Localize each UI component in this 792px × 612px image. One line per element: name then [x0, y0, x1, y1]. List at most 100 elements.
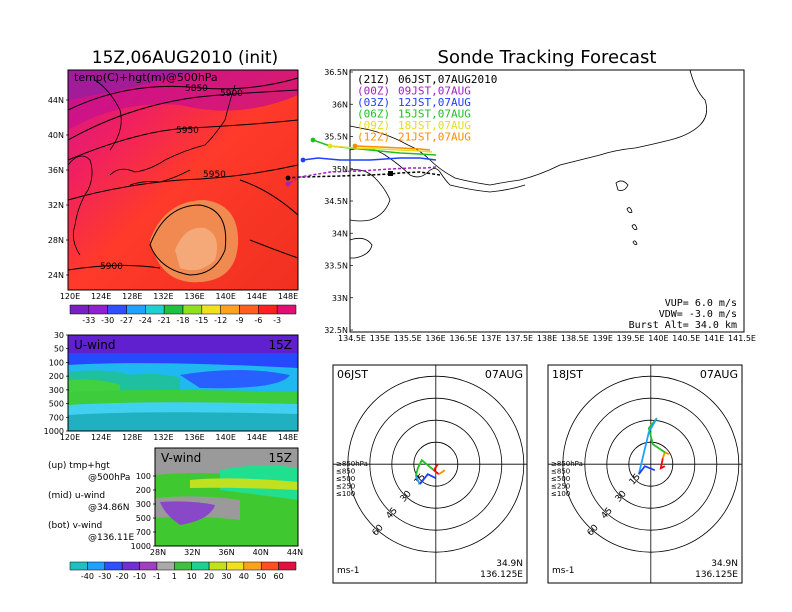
note-up-level: @500hPa: [88, 473, 130, 483]
legend-time: 12JST,07AUG: [398, 96, 471, 109]
temp-colorbar-label: -24: [139, 316, 152, 325]
left-map-ytick: 44N: [48, 96, 64, 105]
uwind-xtick: 144E: [247, 433, 267, 442]
wind-colorbar-label: 1: [172, 572, 177, 581]
temp-colorbar-label: -18: [176, 316, 189, 325]
legend-run: (21Z): [357, 73, 390, 86]
trajectory-line: [302, 157, 437, 161]
temp-colorbar-swatch: [107, 304, 127, 315]
temp-colorbar-swatch: [163, 304, 184, 315]
uwind-xtick: 136E: [184, 433, 204, 442]
temp-colorbar-swatch: [201, 304, 221, 315]
temp-colorbar: -33 -30 -27 -24 -21 -18 -15 -12 -9 -6 -3: [69, 304, 297, 325]
polar-trace: [637, 417, 658, 475]
left-map-label: temp(C)+hgt(m)@500hPa: [74, 71, 218, 84]
uwind-xtick: 132E: [153, 433, 173, 442]
polar-level-label: ≤850: [551, 468, 570, 476]
temp-colorbar-label: -33: [82, 316, 95, 325]
wind-colorbar-swatch: [121, 561, 140, 571]
vdw-text: VDW= -3.0 m/s: [659, 309, 737, 320]
wind-colorbar-swatch: [69, 561, 88, 571]
trajectories: [285, 137, 441, 187]
left-map-xtick: 148E: [278, 292, 298, 301]
track-xtick: 134.5E: [338, 334, 366, 343]
wind-colorbar-swatch: [191, 561, 210, 571]
track-ytick: 35N: [332, 165, 348, 174]
polar-frame: [332, 364, 528, 584]
polar-lat: 34.9N: [496, 559, 523, 569]
wind-colorbar-label: 30: [221, 572, 231, 581]
wind-colorbar-swatch: [226, 561, 245, 571]
left-map-xtick: 120E: [60, 292, 80, 301]
wind-colorbar-label: 50: [256, 572, 266, 581]
polar-level-label: ≤100: [336, 490, 355, 498]
wind-colorbar-swatch: [208, 561, 227, 571]
uwind-xtick: 140E: [216, 433, 236, 442]
trajectory-endpoint: [352, 143, 358, 149]
vwind-ytick: 1000: [131, 542, 151, 551]
legend-time: 15JST,07AUG: [398, 108, 471, 121]
temp-colorbar-swatch: [88, 304, 108, 315]
wind-colorbar: -40 -30 -20 -10 -1 1 10 20 30 40 50 60: [69, 561, 297, 581]
polar-trace: [415, 475, 421, 485]
temp-colorbar-swatch: [69, 304, 90, 315]
left-map-xtick: 128E: [122, 292, 142, 301]
polar-level-label: ≥850hPa: [336, 460, 368, 468]
wind-colorbar-label: 10: [187, 572, 197, 581]
note-mid-level: @34.86N: [88, 503, 130, 513]
wind-colorbar-swatch: [139, 561, 158, 571]
wind-colorbar-label: 20: [204, 572, 214, 581]
polar-level-label: ≤250: [336, 483, 355, 491]
uwind-xtick: 128E: [122, 433, 142, 442]
temp-colorbar-label: -12: [214, 316, 227, 325]
polar-level-label: ≤500: [551, 475, 570, 483]
track-xtick: 135E: [370, 334, 390, 343]
temp-colorbar-swatch: [182, 304, 203, 315]
polar-lon: 136.125E: [695, 570, 738, 580]
polar-time: 18JST: [552, 368, 583, 381]
note-bot-level: @136.11E: [88, 533, 134, 543]
track-xtick: 138E: [537, 334, 557, 343]
trajectory-endpoint: [285, 175, 291, 181]
uwind-ytick: 200: [49, 372, 64, 381]
vwind-ytick: 500: [136, 514, 151, 523]
legend-run: (06Z): [357, 108, 390, 121]
temp-colorbar-swatch: [126, 304, 146, 315]
track-panel: [349, 69, 745, 333]
polar-level-label: ≤250: [551, 483, 570, 491]
track-xtick: 137.5E: [505, 334, 533, 343]
track-xtick: 136.5E: [449, 334, 477, 343]
track-ytick: 36N: [332, 100, 348, 109]
uwind-ytick: 50: [54, 345, 64, 354]
polar-trace: [414, 458, 435, 477]
legend-time: 18JST,07AUG: [398, 119, 471, 132]
contour-label: 5950: [203, 170, 226, 180]
vwind-ytick: 700: [136, 528, 151, 537]
left-map-ytick: 40N: [48, 131, 64, 140]
polar-lon: 136.125E: [480, 570, 523, 580]
polar-trace: [647, 417, 666, 453]
uwind-ytick: 1000: [44, 427, 64, 436]
uwind-ytick: 500: [49, 400, 64, 409]
note-mid: (mid) u-wind: [48, 491, 105, 501]
vwind-panel: [154, 447, 299, 547]
vwind-time: 15Z: [269, 451, 293, 465]
vwind-ytick: 300: [136, 500, 151, 509]
legend-time: 21JST,07AUG: [398, 131, 471, 144]
polar-unit: ms-1: [552, 566, 574, 576]
track-ytick: 32.5N: [324, 326, 348, 335]
left-map-xtick: 144E: [247, 292, 267, 301]
wind-colorbar-swatch: [260, 561, 279, 571]
vwind-xtick: 40N: [253, 548, 269, 557]
polar-frame: [547, 364, 743, 584]
track-xtick: 141E: [704, 334, 724, 343]
temp-colorbar-label: -27: [120, 316, 133, 325]
uwind-label: U-wind: [74, 338, 115, 352]
left-map-ytick: 24N: [48, 271, 64, 280]
left-map-xtick: 136E: [184, 292, 204, 301]
polar-date: 07AUG: [485, 368, 523, 381]
track-ytick: 36.5N: [324, 68, 348, 77]
track-xtick: 141.5E: [728, 334, 756, 343]
